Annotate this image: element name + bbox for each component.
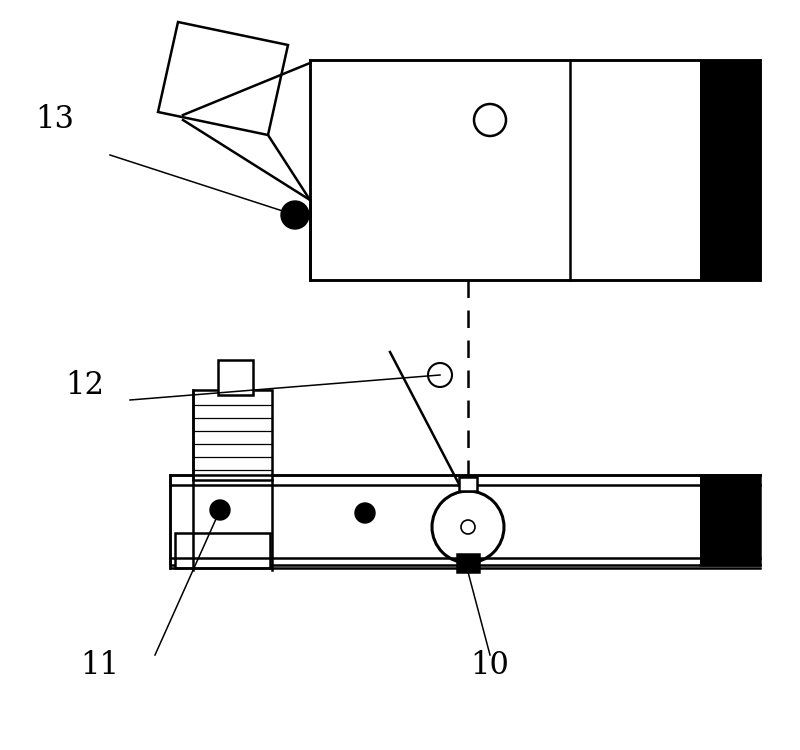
Text: 11: 11 [81,650,119,680]
Bar [170,475,760,565]
Circle shape [281,201,309,229]
Bar [457,554,479,572]
Text: 13: 13 [35,104,74,136]
Text: 10: 10 [470,650,510,680]
Bar [175,533,270,568]
Circle shape [210,500,230,520]
Bar [310,60,760,280]
Polygon shape [158,22,288,135]
Bar [700,475,760,565]
Bar [459,477,477,491]
Bar [457,554,479,572]
Text: 12: 12 [66,370,105,400]
Bar [218,360,253,395]
Circle shape [355,503,375,523]
Bar [193,390,272,480]
Bar [700,60,760,280]
